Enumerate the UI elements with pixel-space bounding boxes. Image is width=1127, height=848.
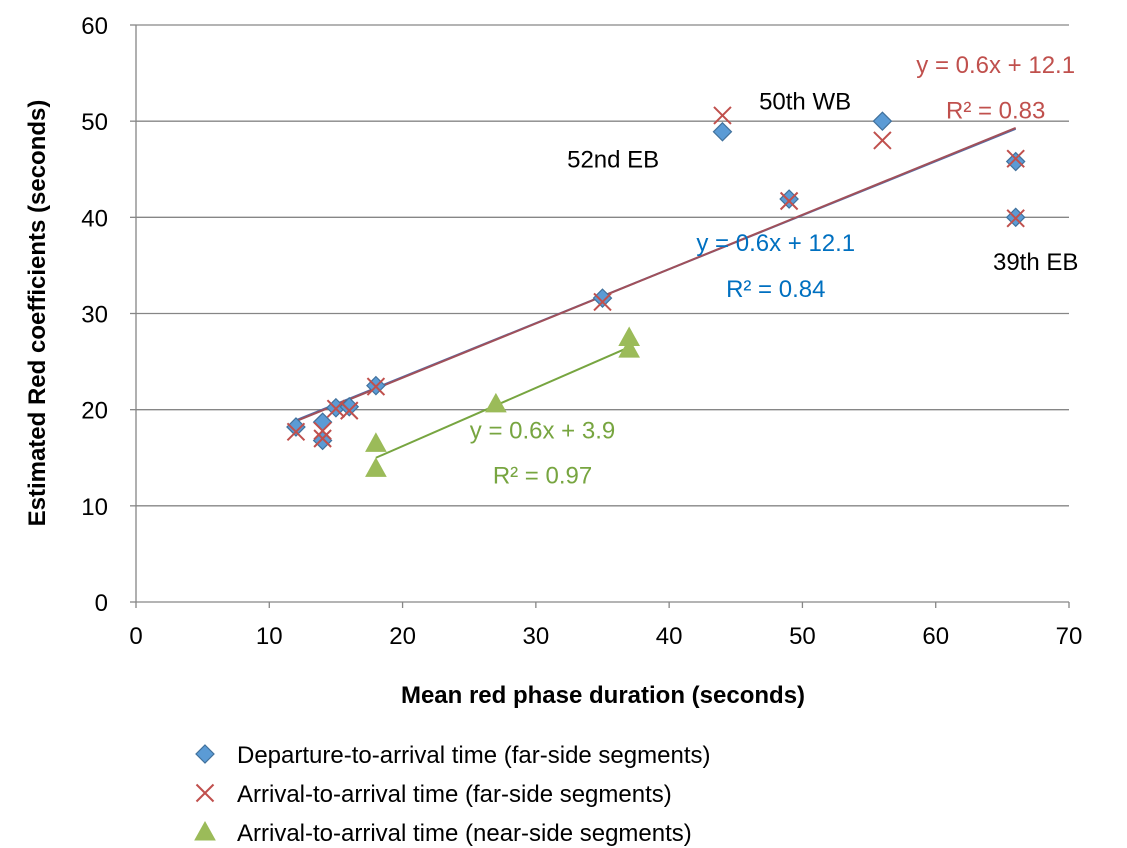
legend-marker-1 — [195, 783, 215, 803]
grid-layer — [136, 24, 1069, 507]
legend-label-1: Arrival-to-arrival time (far-side segmen… — [237, 781, 672, 808]
data-point-s0-2 — [312, 430, 333, 451]
trendline-layer — [295, 126, 1017, 459]
data-point-s1-11-stroke-b — [1006, 209, 1025, 228]
y-tick-label: 60 — [81, 13, 108, 40]
data-point-s0-10 — [1005, 151, 1026, 172]
data-point-s2-0 — [365, 432, 387, 452]
annotation-label: R² = 0.97 — [493, 463, 592, 490]
annotation-label: y = 0.6x + 12.1 — [916, 52, 1075, 79]
data-point-s2-1 — [365, 457, 387, 477]
data-point-s1-6 — [593, 292, 612, 312]
x-tick-label: 60 — [922, 623, 949, 650]
annotation-label: R² = 0.84 — [726, 276, 825, 303]
data-point-s1-4-stroke-b — [340, 401, 359, 420]
y-axis-title: Estimated Red coefficients (seconds) — [24, 100, 51, 527]
data-point-s1-6-stroke-b — [593, 292, 612, 312]
legend-marker-2 — [194, 820, 216, 841]
data-point-s1-8 — [779, 191, 799, 211]
data-point-s2-4 — [618, 338, 641, 358]
data-point-s0-6 — [592, 288, 613, 308]
legend-marker-1-stroke-b — [195, 783, 215, 803]
data-point-s1-9-stroke-b — [873, 131, 892, 150]
legend: Departure-to-arrival time (far-side segm… — [194, 742, 710, 847]
data-point-s1-7-stroke-b — [713, 106, 732, 125]
marker-layer — [286, 106, 1026, 477]
data-point-s1-8-stroke-b — [779, 191, 799, 211]
data-point-s1-0-stroke-b — [286, 422, 306, 441]
annotation-layer: y = 0.6x + 12.1 R² = 0.83 y = 0.6x + 12.1 R… — [470, 52, 1079, 490]
x-tick-label: 70 — [1056, 623, 1083, 650]
data-point-s1-11 — [1006, 209, 1025, 228]
data-point-s1-2-stroke-b — [313, 429, 332, 448]
data-point-s1-2 — [313, 429, 332, 448]
x-tick-label: 30 — [523, 623, 550, 650]
annotation-label: 50th WB — [759, 89, 851, 116]
y-tick-label: 30 — [81, 302, 108, 329]
x-tick-label: 0 — [129, 623, 142, 650]
y-tick-label: 40 — [81, 205, 108, 232]
legend-marker-0 — [195, 744, 215, 764]
data-point-s1-10-stroke-b — [1006, 149, 1025, 168]
data-point-s1-1-stroke-b — [313, 421, 332, 441]
legend-label-2: Arrival-to-arrival time (near-side segme… — [237, 820, 692, 847]
annotation-label: 52nd EB — [567, 146, 659, 173]
data-point-s1-5 — [366, 377, 386, 396]
legend-label-0: Departure-to-arrival time (far-side segm… — [237, 742, 710, 769]
trendline-1 — [295, 126, 1017, 423]
y-tick-label: 50 — [81, 109, 108, 136]
data-point-s2-2 — [485, 392, 507, 413]
x-tick-label: 20 — [389, 623, 416, 650]
data-point-s1-10 — [1006, 149, 1025, 168]
y-tick-label: 10 — [81, 494, 108, 521]
y-tick-label: 20 — [81, 398, 108, 425]
data-point-s1-0 — [286, 422, 306, 441]
x-axis-title: Mean red phase duration (seconds) — [401, 682, 805, 709]
annotation-label: y = 0.6x + 3.9 — [470, 418, 615, 445]
data-point-s0-0 — [286, 417, 306, 437]
trendline-2 — [375, 346, 630, 459]
y-tick-label: 0 — [95, 590, 108, 617]
data-point-s1-4 — [340, 401, 359, 420]
data-point-s1-1 — [313, 421, 332, 441]
data-point-s0-8 — [779, 189, 799, 209]
data-point-s1-5-stroke-b — [366, 377, 386, 396]
x-tick-label: 40 — [656, 623, 683, 650]
data-point-s1-7 — [713, 106, 732, 125]
x-tick-label: 50 — [789, 623, 816, 650]
annotation-label: 39th EB — [993, 249, 1078, 276]
data-point-s0-9 — [872, 111, 893, 132]
tick-layer: 0 10 20 30 40 50 60 70 0 10 20 30 40 50 60 — [81, 13, 1082, 650]
annotation-label: y = 0.6x + 12.1 — [696, 230, 855, 257]
annotation-label: R² = 0.83 — [946, 97, 1045, 124]
data-point-s0-7 — [712, 121, 733, 142]
x-tick-label: 10 — [256, 623, 283, 650]
data-point-s1-9 — [873, 131, 892, 150]
